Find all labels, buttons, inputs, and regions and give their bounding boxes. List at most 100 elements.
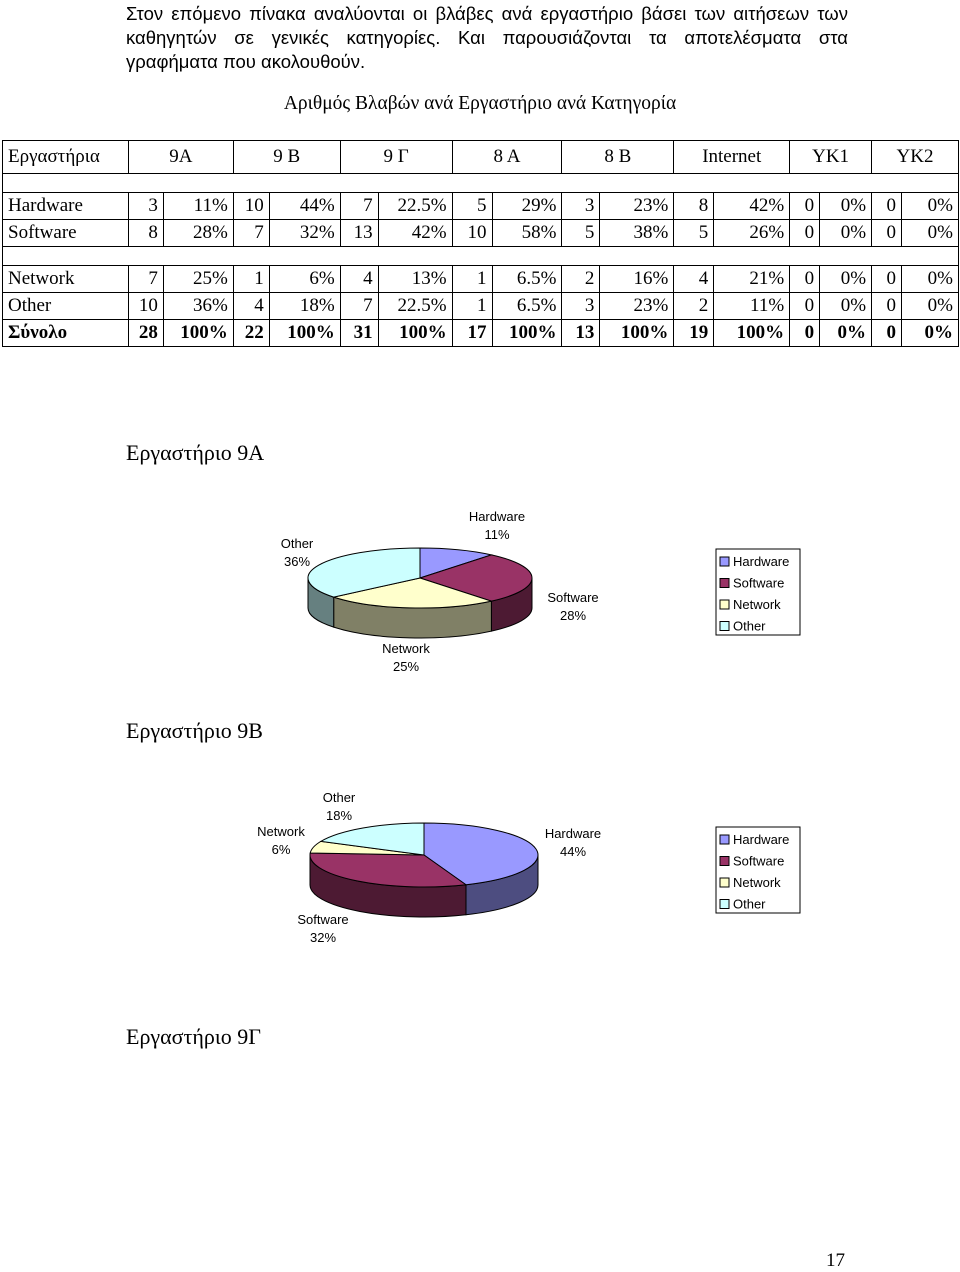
table-cell: 0 xyxy=(789,292,821,320)
table-cell: 4 xyxy=(673,265,715,293)
data-label-category: Network xyxy=(257,824,305,839)
table-header-cell: 8 Β xyxy=(561,140,675,174)
data-label-other: Other 36% xyxy=(281,536,314,569)
table-cell: 38% xyxy=(599,219,675,247)
table-cell: 17 xyxy=(451,319,493,347)
legend-swatch xyxy=(719,599,730,610)
legend-frame xyxy=(715,826,801,914)
table-cell: 0% xyxy=(900,319,960,347)
legend-label: Hardware xyxy=(733,832,789,847)
legend-swatch xyxy=(719,621,730,631)
table-cell: 6.5% xyxy=(491,265,563,293)
chart-legend: Hardware Software Network Other xyxy=(715,826,801,914)
pie-chart-9a: Hardware 11% Software 28% Network 25% Other 36%… xyxy=(0,500,960,690)
table-cell: 0% xyxy=(819,319,873,347)
table-cell: 8 xyxy=(127,219,164,247)
legend-label: Network xyxy=(733,597,781,612)
table-spacer-cell xyxy=(2,246,959,266)
table-cell: 0% xyxy=(819,219,873,247)
data-label-category: Other xyxy=(323,790,356,805)
table-cell: 7 xyxy=(127,265,164,293)
table-cell: 0 xyxy=(789,192,821,220)
table-cell: 0% xyxy=(819,192,873,220)
data-label-category: Hardware xyxy=(545,826,601,841)
page-number: 17 xyxy=(826,1250,845,1271)
pie-slice-hardware xyxy=(423,822,539,886)
table-cell: 23% xyxy=(599,292,675,320)
table-cell: 0% xyxy=(819,265,873,293)
data-label-other: Other 18% xyxy=(323,790,356,823)
lab-heading-9g: Εργαστήριο 9Γ xyxy=(126,1024,261,1049)
legend-swatch xyxy=(719,899,730,909)
pie-top-group xyxy=(307,547,533,609)
legend-swatch xyxy=(719,834,730,845)
data-label-value: 18% xyxy=(326,808,352,823)
table-cell: 29% xyxy=(491,192,563,220)
legend-swatch xyxy=(719,578,730,588)
lab-heading-9a: Εργαστήριο 9Α xyxy=(126,440,265,465)
pie-slice-software xyxy=(418,554,533,602)
pie-slice-network xyxy=(331,577,494,609)
table-cell: 5 xyxy=(451,192,493,220)
table-cell: 28% xyxy=(162,219,234,247)
row-label: Network xyxy=(2,265,129,293)
table-spacer-cell xyxy=(2,173,959,193)
table-cell: 44% xyxy=(268,192,341,220)
table-cell: 1 xyxy=(232,265,270,293)
chart-legend: Hardware Software Network Other xyxy=(715,548,801,636)
table-header-cell: ΥΚ1 xyxy=(789,140,873,174)
intro-line: Στον επόμενο πίνακα αναλύονται οι βλάβες… xyxy=(126,3,848,24)
table-cell: 0 xyxy=(789,219,821,247)
table-cell: 0% xyxy=(900,265,960,293)
table-cell: 18% xyxy=(268,292,341,320)
data-label-network: Network 6% xyxy=(257,824,305,857)
legend-label: Other xyxy=(733,897,766,912)
table-cell: 19 xyxy=(673,319,715,347)
table-cell: 100% xyxy=(491,319,563,347)
table-cell: 4 xyxy=(232,292,270,320)
table-cell: 100% xyxy=(713,319,791,347)
legend-label: Other xyxy=(733,619,766,634)
data-label-category: Hardware xyxy=(469,509,525,524)
data-label-value: 28% xyxy=(560,608,586,623)
intro-paragraph: Στον επόμενο πίνακα αναλύονται οι βλάβες… xyxy=(126,2,848,74)
data-label-category: Software xyxy=(547,590,598,605)
legend-label: Software xyxy=(733,576,784,591)
table-cell: 22 xyxy=(232,319,270,347)
table-cell: 8 xyxy=(673,192,715,220)
table-cell: 0 xyxy=(871,219,902,247)
table-cell: 4 xyxy=(339,265,379,293)
table-cell: 28 xyxy=(127,319,164,347)
table-cell: 31 xyxy=(339,319,379,347)
data-label-value: 36% xyxy=(284,554,310,569)
table-cell: 7 xyxy=(339,192,379,220)
pie-chart-9b: Hardware 44% Software 32% Network 6% Other 18% H… xyxy=(0,780,960,955)
table-cell: 0 xyxy=(871,265,902,293)
table-cell: 0 xyxy=(789,265,821,293)
table-cell: 21% xyxy=(713,265,791,293)
table-cell: 0% xyxy=(900,219,960,247)
intro-line: γραφήματα που ακολουθούν. xyxy=(126,51,366,72)
table-cell: 42% xyxy=(713,192,791,220)
table-cell: 10 xyxy=(232,192,270,220)
table-row: Network 7 25% 1 6% 4 13% 1 6.5% 2 16% 4 21% 0 0% 0 0% xyxy=(2,265,960,293)
legend-swatch xyxy=(719,556,730,567)
table-cell: 10 xyxy=(127,292,164,320)
table-cell: 1 xyxy=(451,292,493,320)
table-cell: 2 xyxy=(673,292,715,320)
legend-frame xyxy=(715,548,801,636)
table-title: Αριθμός Βλαβών ανά Εργαστήριο ανά Κατηγο… xyxy=(283,93,677,114)
row-label: Other xyxy=(2,292,129,320)
data-label-value: 32% xyxy=(310,930,336,945)
table-spacer-row xyxy=(2,173,959,193)
table-row: Σύνολο 28 100% 22 100% 31 100% 17 100% 13 100% 19 10… xyxy=(2,319,960,347)
table-cell: 36% xyxy=(162,292,234,320)
table-cell: 0 xyxy=(789,319,821,347)
table-cell: 13% xyxy=(377,265,453,293)
table-cell: 0 xyxy=(871,192,902,220)
table-cell: 5 xyxy=(673,219,715,247)
table-cell: 0% xyxy=(900,292,960,320)
table-cell: 0 xyxy=(871,319,902,347)
